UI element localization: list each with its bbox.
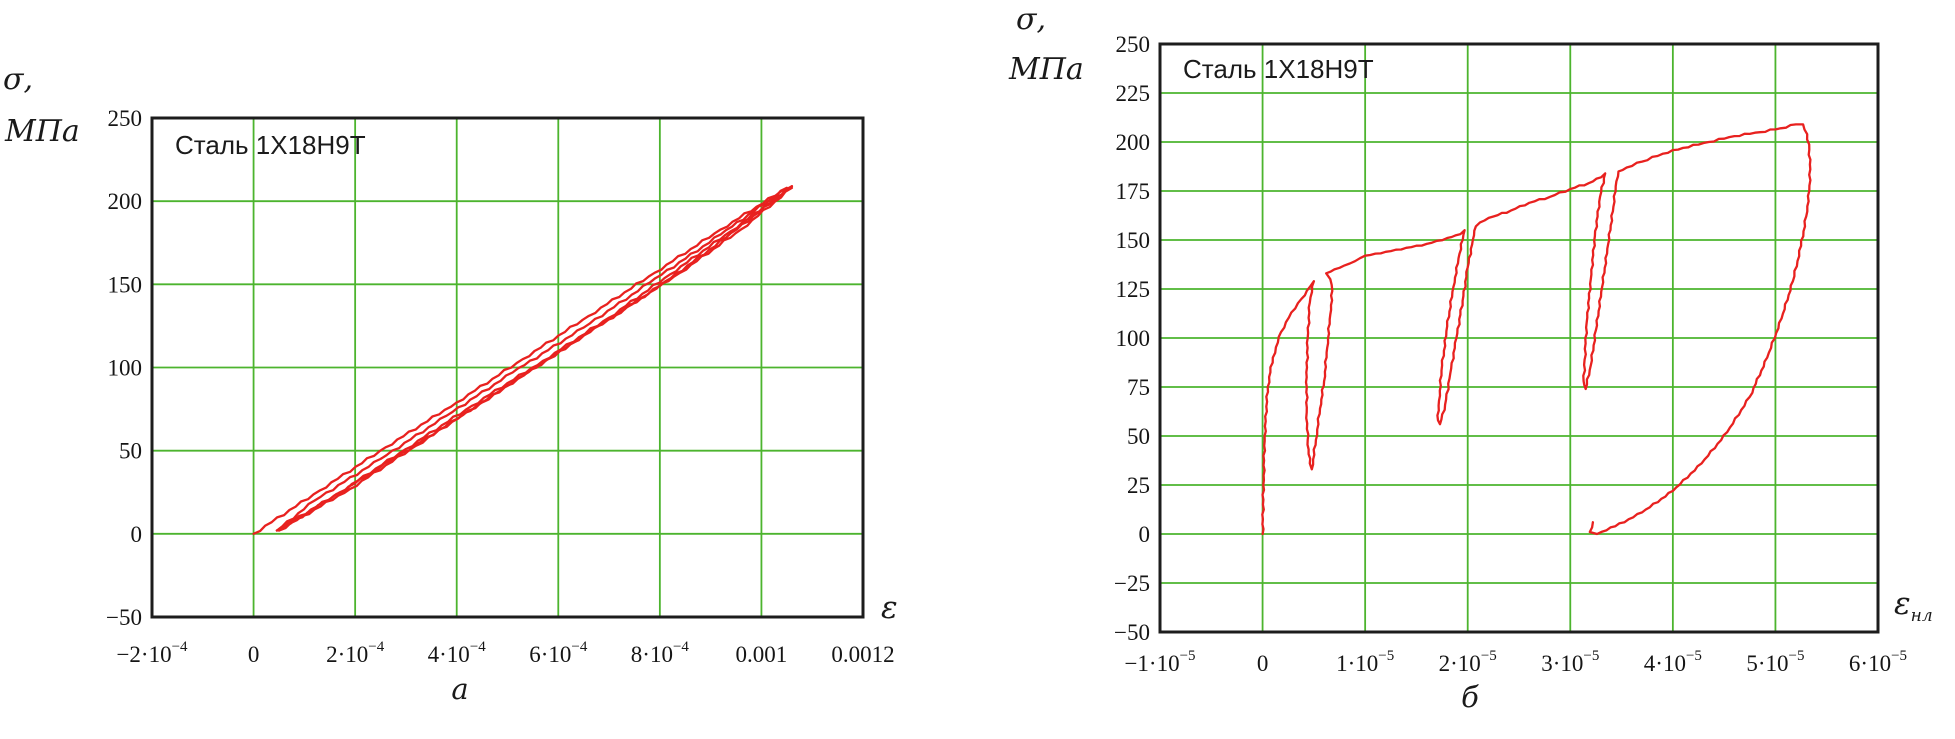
svg-text:150: 150 (1116, 228, 1151, 253)
caption-a: а (451, 672, 469, 706)
svg-text:3·10−5: 3·10−5 (1541, 648, 1599, 676)
grid-lines (151, 117, 864, 618)
svg-text:200: 200 (108, 189, 143, 214)
svg-text:4·10−5: 4·10−5 (1644, 648, 1702, 676)
data-series (1261, 123, 1812, 536)
x-axis-label-b: εнл (1894, 586, 1933, 626)
svg-text:0: 0 (1139, 522, 1151, 547)
plot-frame (1158, 42, 1880, 634)
chart-title-a: Сталь 1Х18Н9Т (175, 130, 366, 160)
x-axis-label-a: ε (881, 590, 898, 626)
caption-b: б (1461, 680, 1479, 714)
svg-text:25: 25 (1127, 473, 1150, 498)
svg-text:225: 225 (1116, 81, 1151, 106)
x-tick-labels: −2·10−4 0 2·10−4 4·10−4 6·10−4 8·10−4 0.001 0.0… (116, 639, 894, 667)
series-loading (252, 186, 788, 535)
y-axis-label-sigma-b: σ, (1016, 2, 1047, 37)
svg-text:100: 100 (108, 356, 143, 381)
svg-text:−50: −50 (1114, 620, 1150, 645)
y-axis-label-sigma-a: σ, (3, 62, 34, 97)
svg-text:200: 200 (1116, 130, 1151, 155)
svg-text:−2·10−4: −2·10−4 (116, 639, 188, 667)
svg-text:5·10−5: 5·10−5 (1746, 648, 1804, 676)
svg-text:250: 250 (1116, 32, 1151, 57)
grid-lines (1159, 43, 1879, 633)
plot-frame (150, 116, 865, 619)
svg-text:8·10−4: 8·10−4 (631, 639, 690, 667)
series-unloading-1 (275, 186, 788, 532)
svg-text:4·10−4: 4·10−4 (428, 639, 487, 667)
svg-text:0: 0 (1257, 651, 1269, 676)
svg-text:0: 0 (248, 642, 260, 667)
epsilon-symbol-a: ε (881, 590, 898, 626)
svg-text:0: 0 (131, 522, 143, 547)
data-series (252, 185, 794, 535)
svg-text:6·10−4: 6·10−4 (529, 639, 588, 667)
svg-text:0.001: 0.001 (736, 642, 788, 667)
svg-text:−50: −50 (106, 605, 142, 630)
svg-text:50: 50 (1127, 424, 1150, 449)
y-tick-labels: 250 200 150 100 50 0 −50 (106, 106, 142, 630)
svg-text:125: 125 (1116, 277, 1151, 302)
svg-text:1·10−5: 1·10−5 (1336, 648, 1394, 676)
y-axis-label-units-a: МПа (5, 114, 80, 149)
svg-text:2·10−5: 2·10−5 (1439, 648, 1497, 676)
x-tick-labels: −1·10−5 0 1·10−5 2·10−5 3·10−5 4·10−5 5·10−5 6·… (1124, 648, 1907, 676)
epsilon-symbol-b: ε (1894, 586, 1911, 622)
svg-text:150: 150 (108, 272, 143, 297)
series-cyclic-diagram (1261, 123, 1812, 536)
series-reloading-2 (277, 186, 794, 532)
chart-а: −2·10−4 0 2·10−4 4·10−4 6·10−4 8·10−4 0.001 0.0… (106, 106, 895, 667)
svg-text:2·10−4: 2·10−4 (326, 639, 385, 667)
series-reloading-1 (275, 185, 794, 532)
svg-text:6·10−5: 6·10−5 (1849, 648, 1907, 676)
svg-text:−25: −25 (1114, 571, 1150, 596)
svg-text:50: 50 (119, 439, 142, 464)
svg-text:250: 250 (108, 106, 143, 131)
svg-text:−1·10−5: −1·10−5 (1124, 648, 1195, 676)
epsilon-subscript-b: нл (1910, 606, 1933, 627)
chart-б: −1·10−5 0 1·10−5 2·10−5 3·10−5 4·10−5 5·10−5 6·… (1114, 32, 1907, 676)
svg-text:175: 175 (1116, 179, 1151, 204)
svg-text:100: 100 (1116, 326, 1151, 351)
chart-title-b: Сталь 1Х18Н9Т (1183, 54, 1374, 84)
svg-text:75: 75 (1127, 375, 1150, 400)
y-axis-label-units-b: МПа (1009, 52, 1084, 87)
svg-text:0.0012: 0.0012 (831, 642, 894, 667)
